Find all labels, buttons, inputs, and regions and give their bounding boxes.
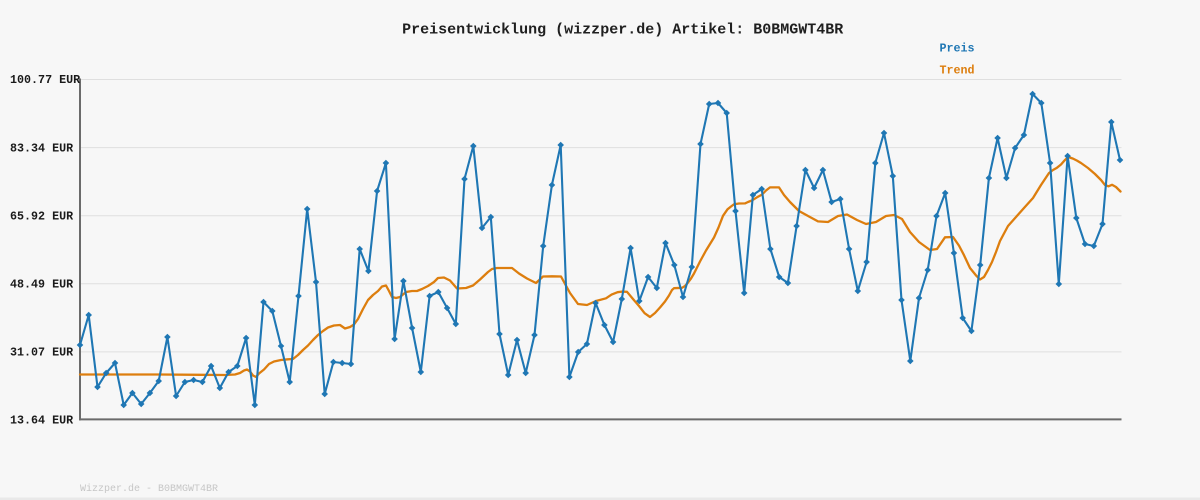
svg-text:Trend: Trend [940, 64, 975, 78]
svg-text:Preis: Preis [940, 42, 975, 56]
svg-text:100.77 EUR: 100.77 EUR [10, 73, 80, 87]
svg-text:31.07 EUR: 31.07 EUR [10, 346, 73, 360]
svg-text:Preisentwicklung (wizzper.de): Preisentwicklung (wizzper.de) Artikel: B… [402, 22, 843, 39]
svg-text:Wizzper.de - B0BMGWT4BR: Wizzper.de - B0BMGWT4BR [80, 483, 218, 495]
svg-text:65.92 EUR: 65.92 EUR [10, 209, 73, 223]
svg-text:48.49 EUR: 48.49 EUR [10, 278, 73, 292]
svg-text:83.34 EUR: 83.34 EUR [10, 141, 73, 155]
svg-text:13.64 EUR: 13.64 EUR [10, 414, 73, 428]
